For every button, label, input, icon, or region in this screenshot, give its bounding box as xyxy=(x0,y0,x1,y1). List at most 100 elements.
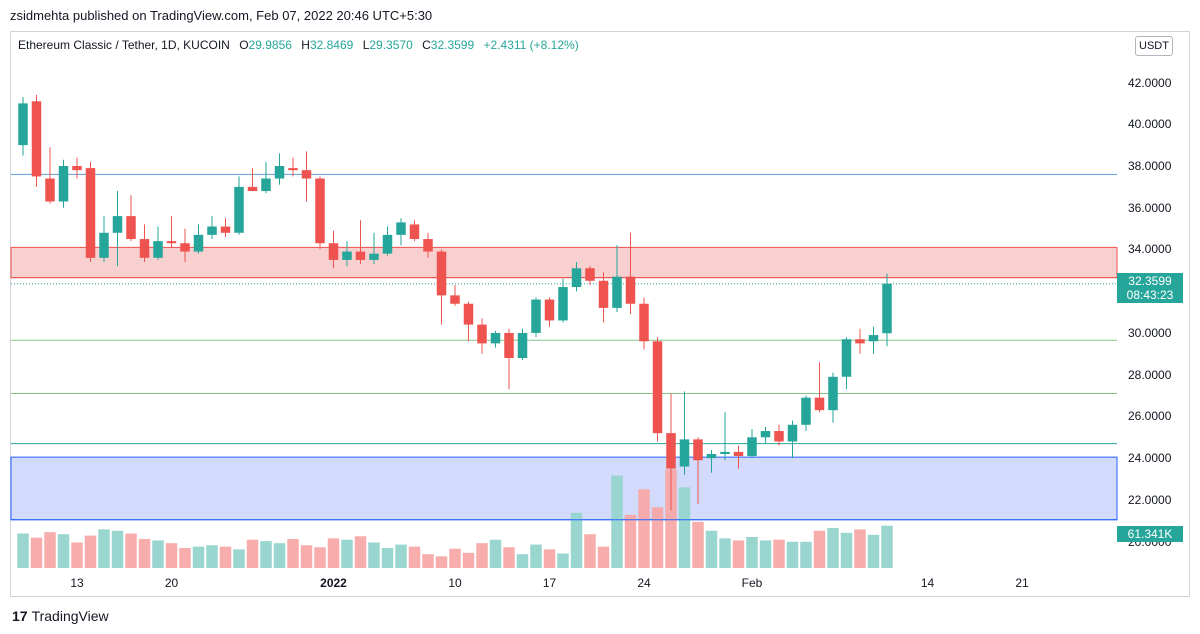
candle-body xyxy=(315,178,325,244)
volume-bar xyxy=(111,530,124,568)
candle-body xyxy=(126,216,136,240)
candle-body xyxy=(355,251,366,260)
volume-bar xyxy=(827,528,839,568)
volume-bar xyxy=(260,541,272,568)
volume-layer xyxy=(17,469,893,568)
candle-body xyxy=(787,424,798,442)
candle-body xyxy=(652,341,663,434)
volume-bar xyxy=(597,546,610,568)
candle-body xyxy=(99,232,109,258)
candle-body xyxy=(288,168,298,171)
candle xyxy=(274,153,285,185)
candle xyxy=(801,395,811,432)
tradingview-logo[interactable]: 17 TradingView xyxy=(12,608,109,624)
candle xyxy=(99,216,109,262)
volume-bar xyxy=(651,507,664,568)
candle-body xyxy=(220,226,231,233)
candle xyxy=(355,220,366,265)
candle xyxy=(180,228,190,262)
candle-body xyxy=(571,268,582,288)
volume-bar xyxy=(233,549,245,568)
candle-body xyxy=(855,339,865,344)
volume-bar xyxy=(813,530,826,568)
candle-body xyxy=(261,178,271,192)
zones-layer xyxy=(10,246,1118,521)
candle xyxy=(247,168,258,192)
candle xyxy=(207,216,217,240)
candle xyxy=(544,297,555,327)
candle xyxy=(814,362,825,413)
volume-bar xyxy=(422,554,434,568)
legend-symbol: Ethereum Classic / Tether, 1D, KUCOIN xyxy=(18,38,230,52)
volume-bar xyxy=(300,545,313,568)
candle xyxy=(166,216,177,248)
candle-body xyxy=(625,276,636,304)
candle xyxy=(666,393,676,511)
chart-legend: Ethereum Classic / Tether, 1D, KUCOIN O2… xyxy=(18,38,579,52)
candle xyxy=(612,245,622,313)
volume-bar xyxy=(624,514,637,568)
candle-body xyxy=(58,166,69,202)
candle xyxy=(531,297,541,338)
candle-body xyxy=(612,276,622,308)
volume-bar xyxy=(705,530,718,568)
candle-body xyxy=(706,454,717,459)
candles-layer xyxy=(18,95,892,511)
legend-open-value: 29.9856 xyxy=(248,38,292,52)
levels-layer xyxy=(11,173,1117,521)
candle-body xyxy=(301,170,312,179)
candle xyxy=(450,284,460,306)
candle xyxy=(706,449,717,473)
candle xyxy=(720,412,730,461)
candle-body xyxy=(247,186,258,192)
candle-body xyxy=(396,222,406,235)
tradingview-logo-icon: 17 xyxy=(12,608,28,624)
volume-bar xyxy=(800,541,812,568)
candle xyxy=(504,328,514,390)
candle xyxy=(193,224,204,254)
volume-bar xyxy=(30,537,43,568)
zone-0 xyxy=(10,246,1118,279)
volume-bar xyxy=(584,534,596,568)
time-tick-label: 24 xyxy=(637,576,651,590)
price-tick-label: 38.0000 xyxy=(1128,159,1172,173)
volume-bar xyxy=(557,553,569,568)
candle xyxy=(342,241,352,267)
candle-body xyxy=(598,280,609,308)
candle-body xyxy=(72,166,82,171)
volume-bar xyxy=(368,542,380,568)
legend-high-value: 32.8469 xyxy=(309,38,354,52)
volume-bar xyxy=(395,544,407,568)
price-tick-label: 26.0000 xyxy=(1128,409,1172,424)
candle-body xyxy=(31,101,42,177)
candle-body xyxy=(409,224,420,240)
volume-bar xyxy=(773,539,785,568)
volume-bar xyxy=(516,554,529,568)
candle xyxy=(882,273,892,347)
candle-body xyxy=(841,339,852,377)
price-tick-label: 40.0000 xyxy=(1128,117,1172,132)
currency-button[interactable]: USDT xyxy=(1135,36,1173,56)
volume-bar xyxy=(327,538,340,568)
candle-body xyxy=(139,239,150,258)
candle-body xyxy=(477,324,487,344)
candle xyxy=(625,232,636,315)
time-tick-label: 20 xyxy=(164,576,179,590)
candle xyxy=(652,337,663,442)
candle-body xyxy=(274,166,285,179)
candle xyxy=(45,147,55,204)
candle xyxy=(436,249,447,325)
legend-low-value: 29.3570 xyxy=(369,38,413,52)
candle-body xyxy=(153,241,163,258)
tradingview-brand: TradingView xyxy=(31,608,109,624)
candle xyxy=(396,218,406,246)
candle-body xyxy=(585,268,595,281)
time-tick-label: 13 xyxy=(70,576,84,590)
volume-bar xyxy=(759,540,772,568)
chart-frame xyxy=(10,31,1190,597)
candle xyxy=(18,97,28,156)
candle xyxy=(409,220,420,242)
volume-bar xyxy=(138,539,151,568)
volume-bar xyxy=(489,539,502,568)
